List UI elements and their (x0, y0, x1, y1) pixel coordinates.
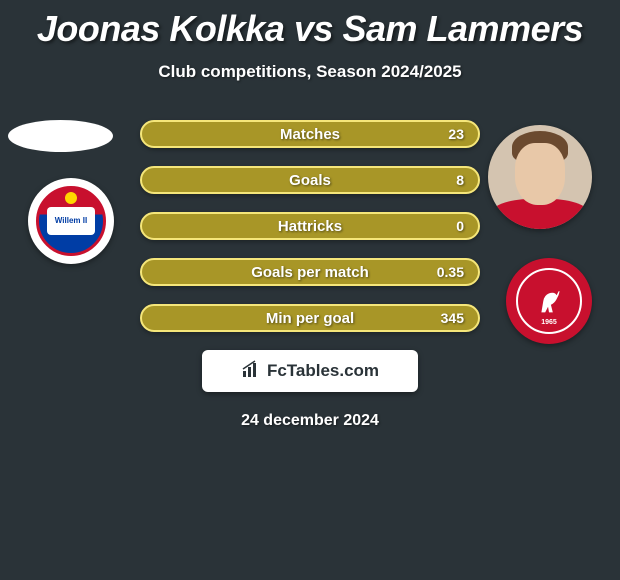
stat-row-goals: Goals 8 (140, 166, 480, 194)
stat-label: Goals per match (142, 264, 478, 281)
stat-label: Goals (142, 172, 478, 189)
willem-badge-text: Willem II (47, 207, 95, 235)
comparison-title: Joonas Kolkka vs Sam Lammers (0, 0, 620, 50)
branding-badge: FcTables.com (202, 350, 418, 392)
stat-label: Min per goal (142, 310, 478, 327)
stat-label: Hattricks (142, 218, 478, 235)
chart-icon (241, 359, 261, 384)
stat-label: Matches (142, 126, 478, 143)
stat-row-matches: Matches 23 (140, 120, 480, 148)
stat-row-goals-per-match: Goals per match 0.35 (140, 258, 480, 286)
branding-text: FcTables.com (267, 361, 379, 381)
stat-row-hattricks: Hattricks 0 (140, 212, 480, 240)
comparison-subtitle: Club competitions, Season 2024/2025 (0, 62, 620, 82)
comparison-date: 24 december 2024 (0, 412, 620, 430)
stat-row-min-per-goal: Min per goal 345 (140, 304, 480, 332)
